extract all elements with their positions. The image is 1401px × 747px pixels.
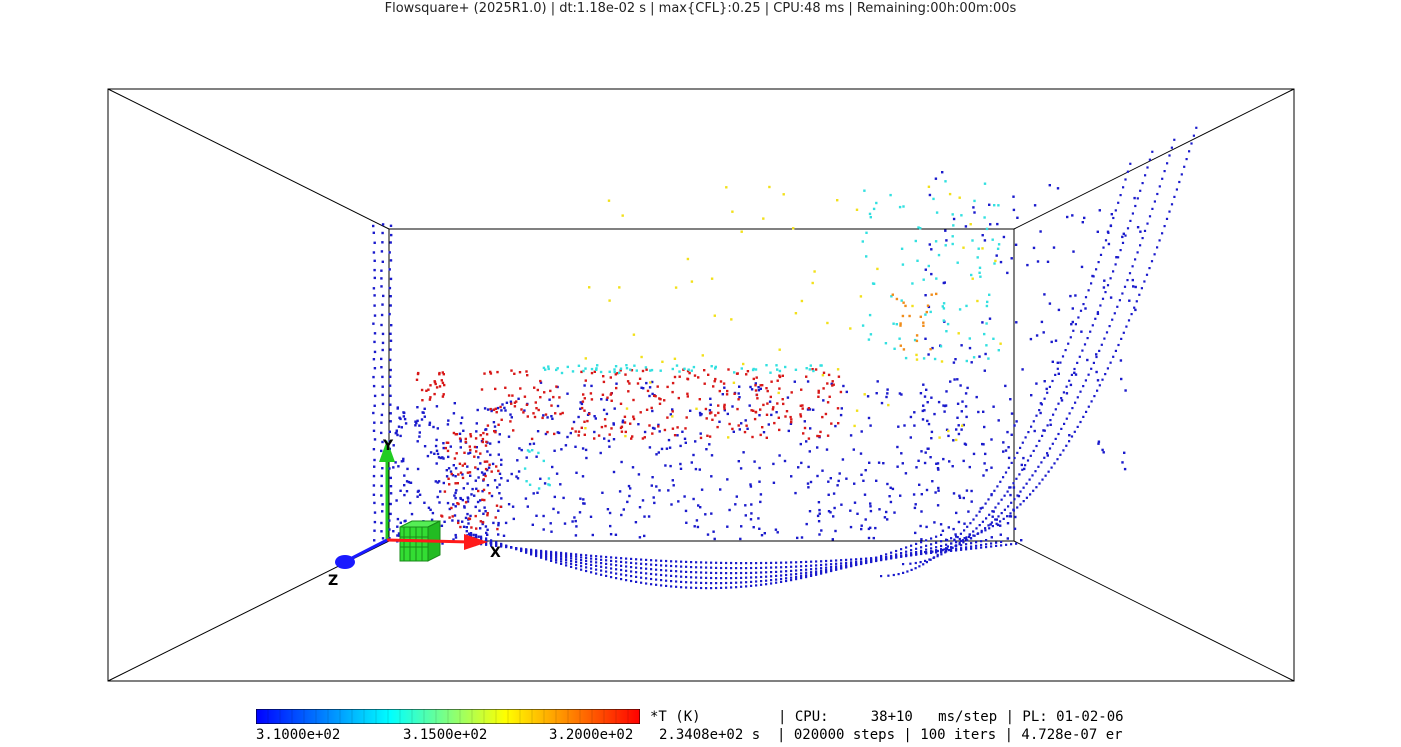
domain-back-wall	[388, 228, 1015, 542]
z-axis-arrowhead	[335, 555, 355, 569]
viewport-frame	[107, 88, 1295, 682]
inlet-block	[399, 520, 441, 562]
window-title: Flowsquare+ (2025R1.0) | dt:1.18e-02 s |…	[384, 1, 1017, 16]
colorbar-min-label: 3.1000e+02	[256, 727, 341, 743]
z-axis-label: Z	[328, 573, 338, 589]
temperature-colorbar	[256, 709, 640, 724]
edge-bottom-right	[1013, 540, 1295, 682]
axes-triad: X Y Z	[328, 438, 501, 589]
3d-viewport[interactable]: X Y Z	[0, 0, 1401, 700]
x-axis-label: X	[490, 545, 501, 561]
y-axis-arrowhead	[379, 440, 395, 462]
colorbar-max-label: 3.2000e+02	[549, 727, 634, 743]
status-line-2: 2.3408e+02 s | 020000 steps | 100 iters …	[659, 727, 1123, 743]
edge-top-left	[107, 88, 390, 230]
colorbar-mid-label: 3.1500e+02	[403, 727, 488, 743]
colorbar-field-label: *T (K)	[650, 709, 701, 725]
x-axis-line	[386, 538, 471, 544]
particle-cloud	[372, 126, 1198, 590]
edge-top-right	[1013, 88, 1295, 230]
status-line-1: | CPU: 38+10 ms/step | PL: 01-02-06	[778, 709, 1124, 725]
z-axis-line	[351, 538, 388, 560]
x-axis-arrowhead	[464, 534, 488, 550]
y-axis-label: Y	[382, 438, 394, 454]
